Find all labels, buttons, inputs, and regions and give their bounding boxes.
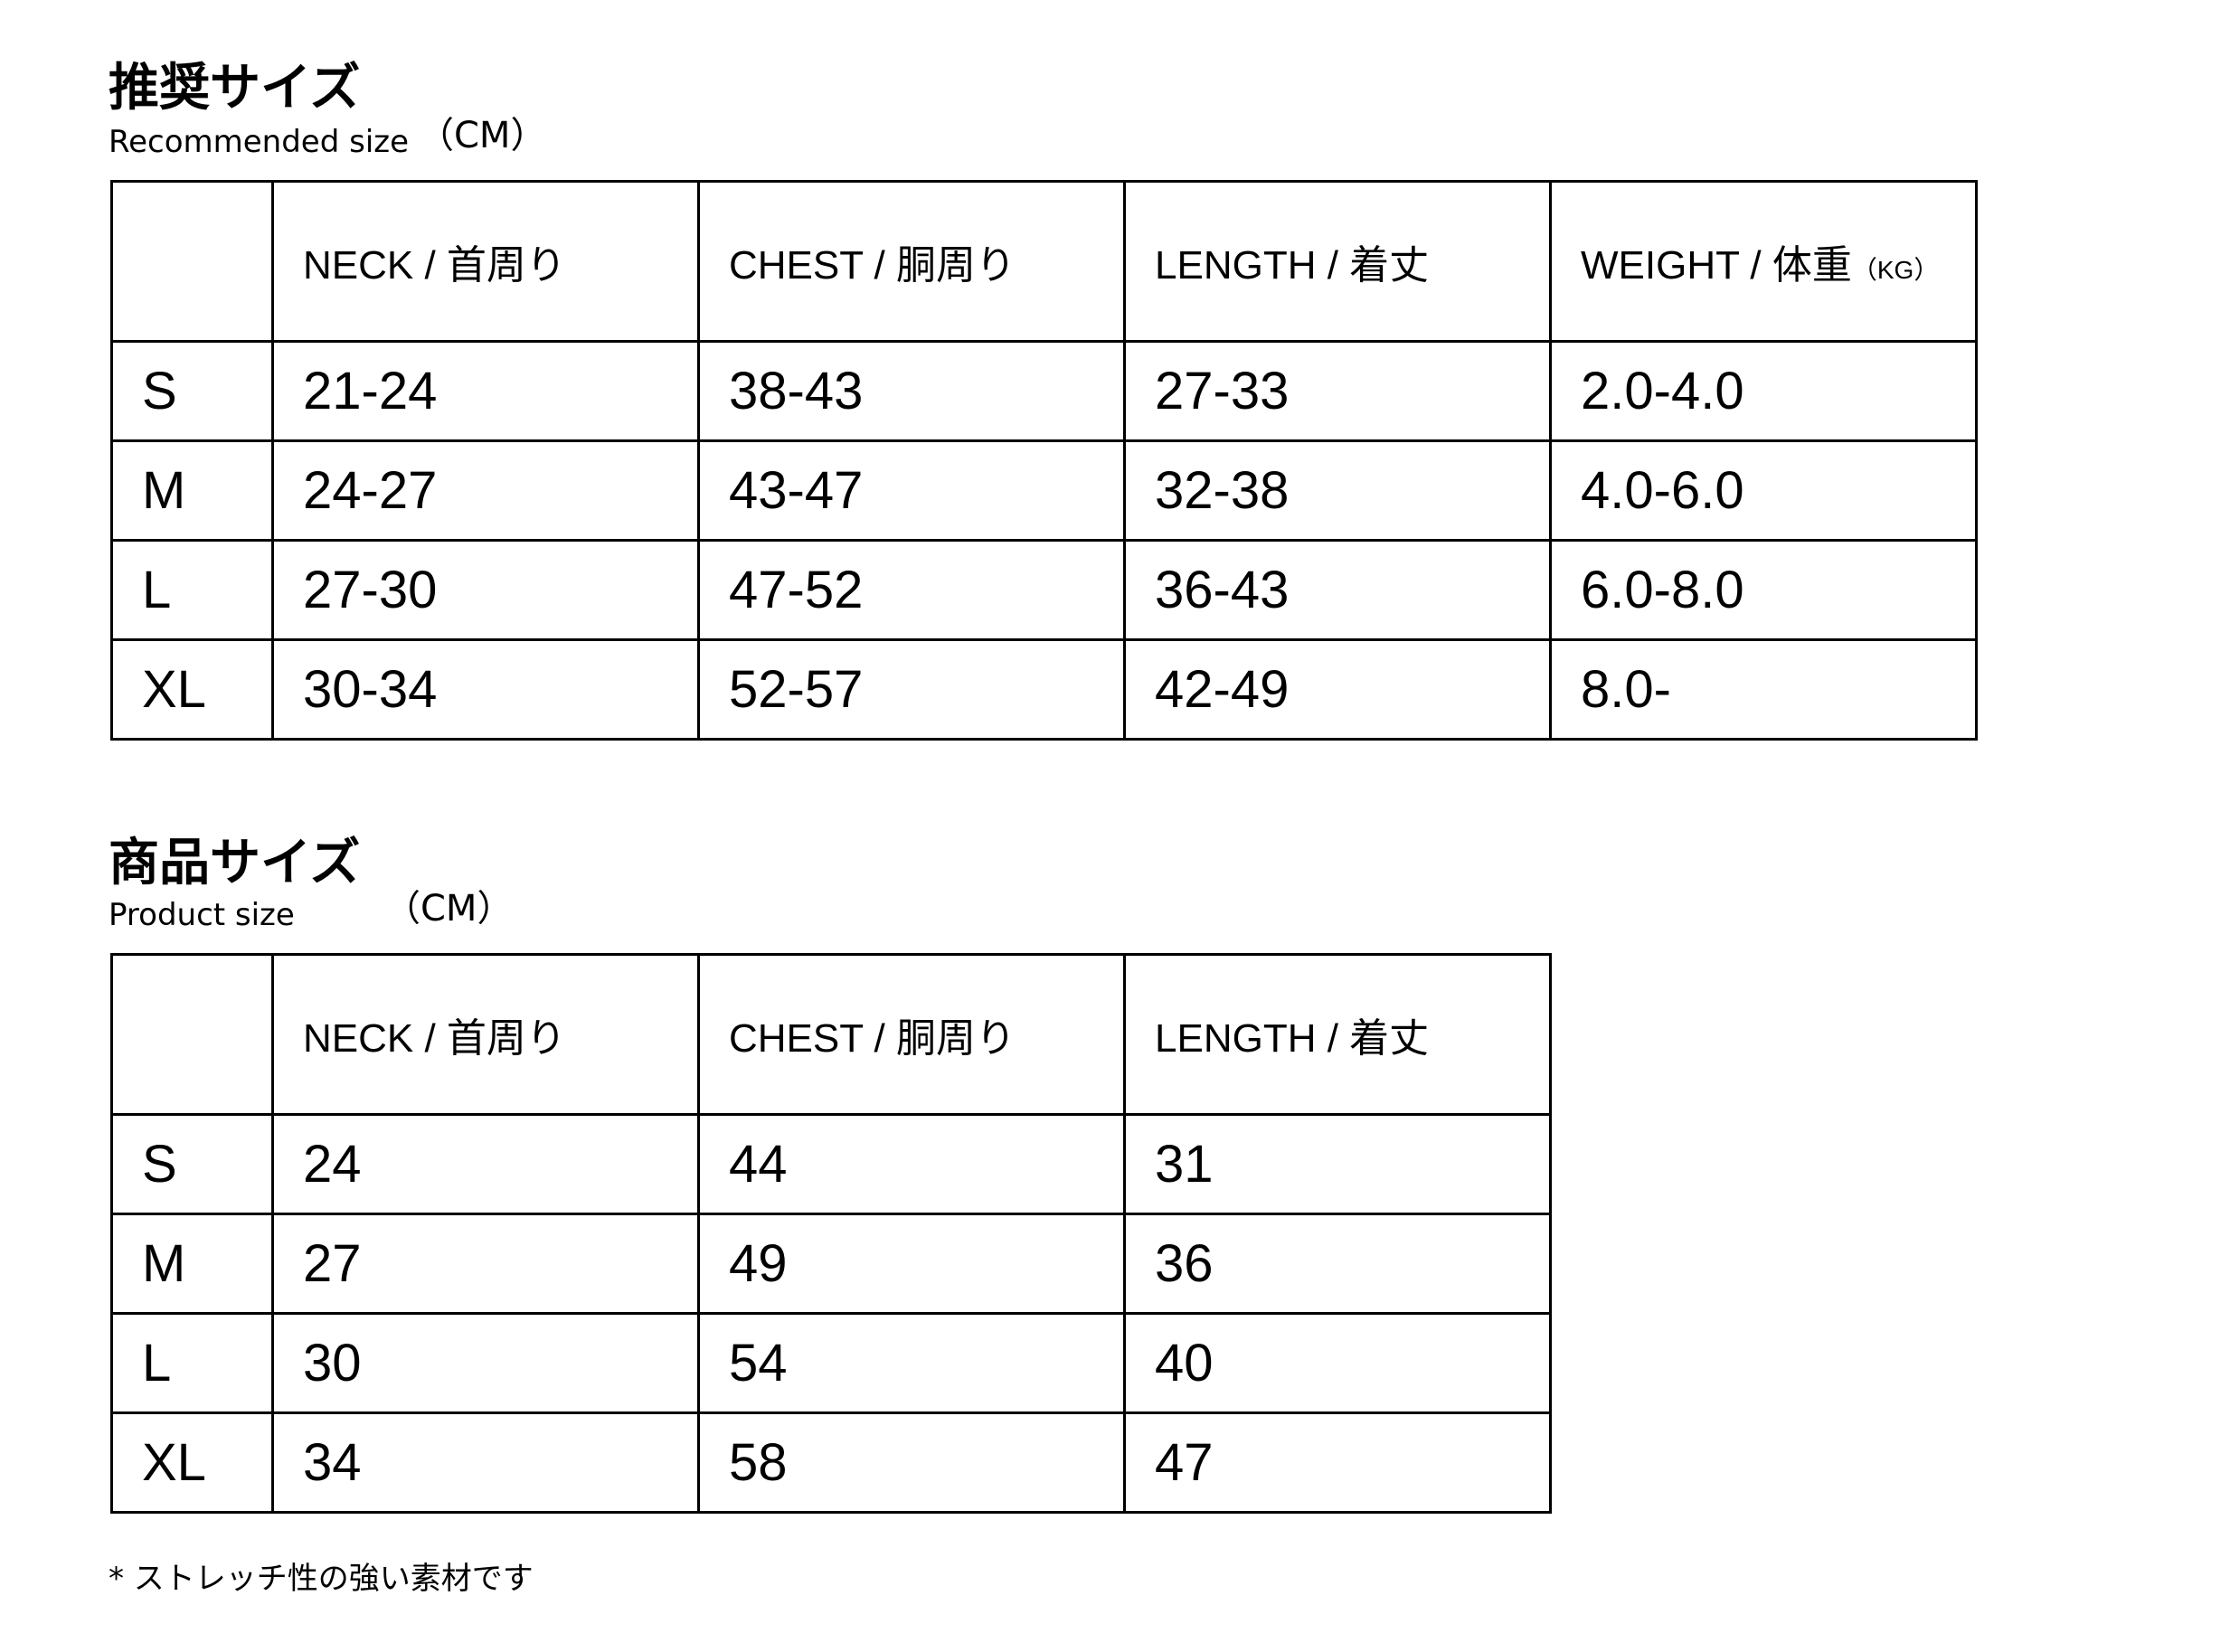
table-row: L 27-30 47-52 36-43 6.0-8.0: [110, 539, 1978, 641]
value-cell: 34: [271, 1411, 700, 1514]
value-cell: 27-33: [1123, 340, 1552, 442]
value-cell: 27: [271, 1213, 700, 1315]
recommended-size-table: NECK / 首周り CHEST / 胴周り LENGTH / 着丈 WEIGH…: [110, 180, 1978, 741]
recommended-size-unit: （CM）: [418, 115, 547, 156]
value-cell: 49: [697, 1213, 1126, 1315]
header-neck: NECK / 首周り: [271, 180, 700, 343]
value-cell: 4.0-6.0: [1549, 439, 1978, 542]
value-cell: 31: [1123, 1113, 1552, 1215]
value-cell: 36: [1123, 1213, 1552, 1315]
value-cell: 21-24: [271, 340, 700, 442]
table-row: M 24-27 43-47 32-38 4.0-6.0: [110, 439, 1978, 542]
value-cell: 30-34: [271, 638, 700, 741]
value-cell: 36-43: [1123, 539, 1552, 641]
table-row: M 27 49 36: [110, 1213, 1552, 1315]
value-cell: 42-49: [1123, 638, 1552, 741]
product-size-title: 商品サイズ: [109, 834, 361, 892]
value-cell: 47: [1123, 1411, 1552, 1514]
product-size-unit: （CM）: [384, 888, 514, 930]
weight-unit: （KG）: [1851, 256, 1940, 284]
table-row: L 30 54 40: [110, 1312, 1552, 1414]
size-label-cell: XL: [110, 1411, 274, 1514]
size-label-cell: S: [110, 340, 274, 442]
header-size: [110, 953, 274, 1116]
header-chest: CHEST / 胴周り: [697, 953, 1126, 1116]
value-cell: 47-52: [697, 539, 1126, 641]
value-cell: 27-30: [271, 539, 700, 641]
value-cell: 54: [697, 1312, 1126, 1414]
size-label-cell: M: [110, 1213, 274, 1315]
value-cell: 43-47: [697, 439, 1126, 542]
header-chest: CHEST / 胴周り: [697, 180, 1126, 343]
header-length: LENGTH / 着丈: [1123, 180, 1552, 343]
stretch-note: * ストレッチ性の強い素材です: [109, 1561, 534, 1597]
value-cell: 44: [697, 1113, 1126, 1215]
value-cell: 32-38: [1123, 439, 1552, 542]
value-cell: 24: [271, 1113, 700, 1215]
header-size: [110, 180, 274, 343]
header-weight: WEIGHT / 体重（KG）: [1549, 180, 1978, 343]
value-cell: 2.0-4.0: [1549, 340, 1978, 442]
header-row: NECK / 首周り CHEST / 胴周り LENGTH / 着丈: [110, 953, 1552, 1116]
header-length: LENGTH / 着丈: [1123, 953, 1552, 1116]
header-weight-label: WEIGHT / 体重: [1581, 243, 1852, 288]
recommended-size-title: 推奨サイズ: [109, 59, 361, 118]
size-label-cell: L: [110, 1312, 274, 1414]
size-label-cell: S: [110, 1113, 274, 1215]
product-size-subtitle: Product size: [109, 897, 295, 933]
value-cell: 52-57: [697, 638, 1126, 741]
size-label-cell: L: [110, 539, 274, 641]
header-neck: NECK / 首周り: [271, 953, 700, 1116]
value-cell: 58: [697, 1411, 1126, 1514]
table-row: S 24 44 31: [110, 1113, 1552, 1215]
value-cell: 38-43: [697, 340, 1126, 442]
header-row: NECK / 首周り CHEST / 胴周り LENGTH / 着丈 WEIGH…: [110, 180, 1978, 343]
recommended-size-subtitle: Recommended size: [109, 124, 410, 160]
value-cell: 24-27: [271, 439, 700, 542]
size-label-cell: XL: [110, 638, 274, 741]
size-label-cell: M: [110, 439, 274, 542]
value-cell: 40: [1123, 1312, 1552, 1414]
table-row: XL 34 58 47: [110, 1411, 1552, 1514]
value-cell: 30: [271, 1312, 700, 1414]
product-size-table: NECK / 首周り CHEST / 胴周り LENGTH / 着丈 S 24 44…: [110, 953, 1552, 1514]
table-row: XL 30-34 52-57 42-49 8.0-: [110, 638, 1978, 741]
table-row: S 21-24 38-43 27-33 2.0-4.0: [110, 340, 1978, 442]
value-cell: 6.0-8.0: [1549, 539, 1978, 641]
value-cell: 8.0-: [1549, 638, 1978, 741]
